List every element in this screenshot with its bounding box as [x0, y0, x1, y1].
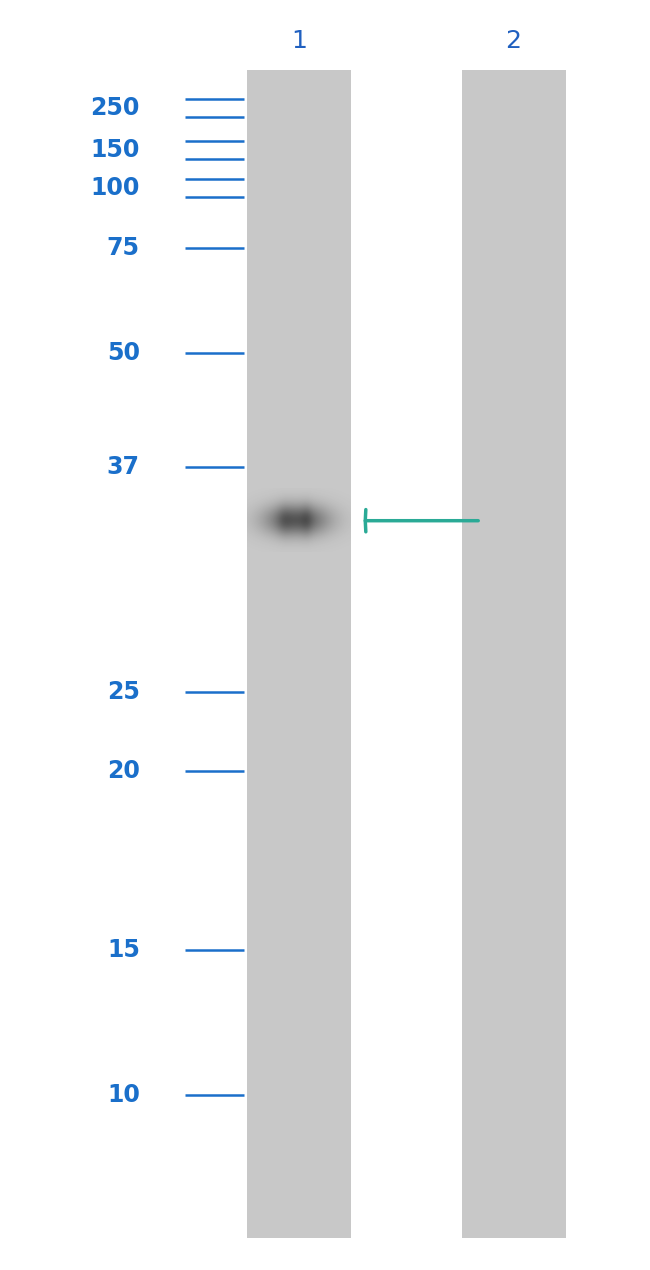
Text: 50: 50	[107, 342, 140, 364]
Bar	[462, 70, 566, 1238]
Text: 25: 25	[107, 681, 140, 704]
Bar	[247, 70, 351, 1238]
Text: 150: 150	[90, 138, 140, 161]
Text: 75: 75	[107, 236, 140, 259]
Text: 2: 2	[506, 29, 521, 52]
Text: 20: 20	[107, 759, 140, 782]
Text: 100: 100	[90, 177, 140, 199]
Text: 1: 1	[291, 29, 307, 52]
Text: 37: 37	[107, 456, 140, 479]
Text: 10: 10	[107, 1083, 140, 1106]
Text: 250: 250	[90, 97, 140, 119]
Text: 15: 15	[107, 939, 140, 961]
